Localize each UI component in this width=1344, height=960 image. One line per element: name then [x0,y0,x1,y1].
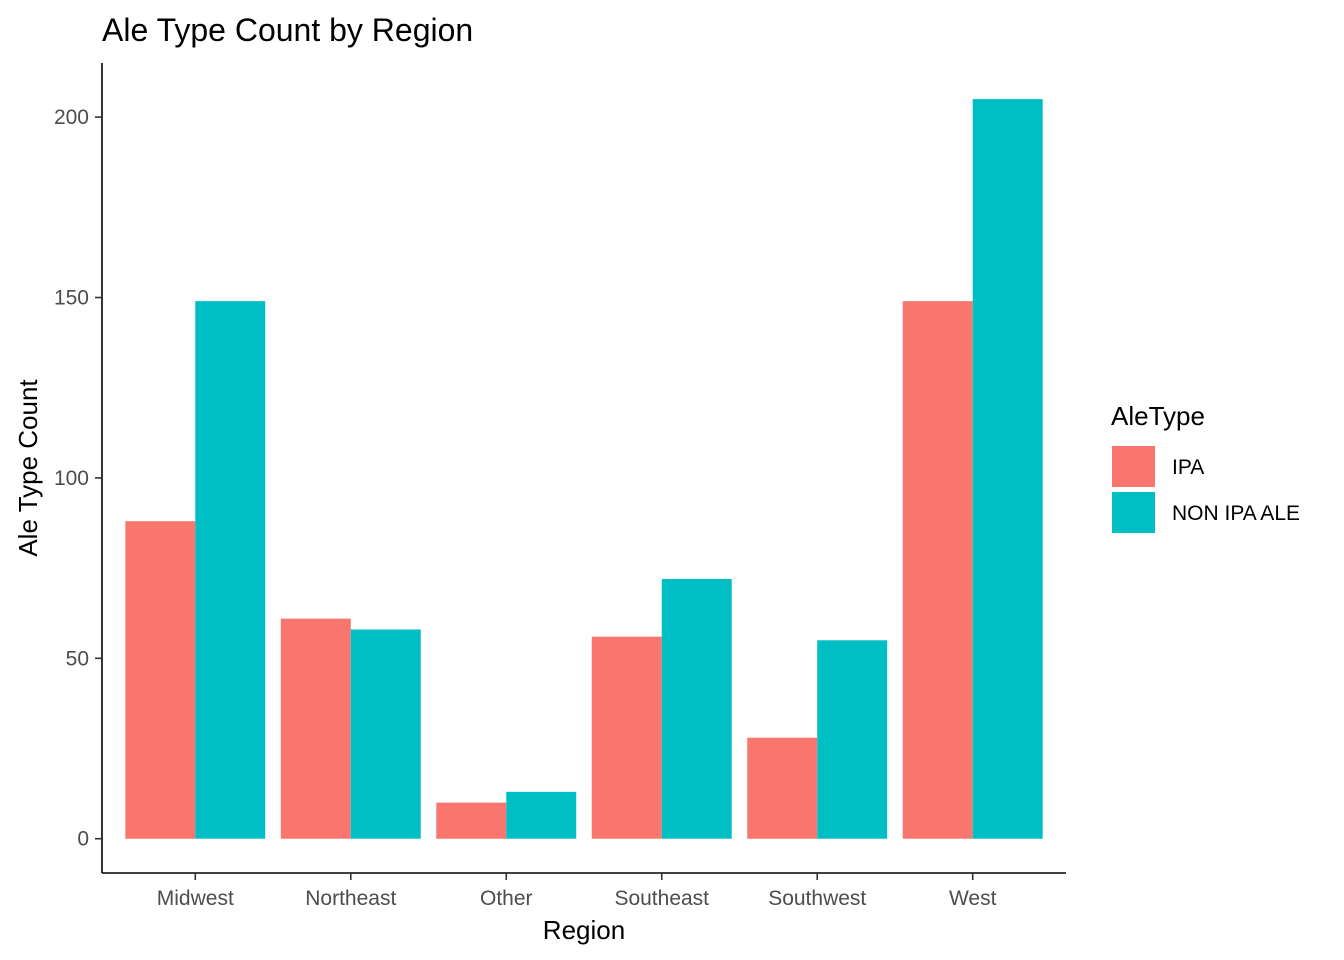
bar-northeast-ipa [280,618,351,839]
bar-midwest-ipa [125,521,196,839]
y-tick-label: 100 [54,467,89,490]
bar-other-non-ipa-ale [506,791,577,839]
y-axis-ticks: 0 50 100 150 200 [54,106,102,851]
legend-label-non-ipa-ale: NON IPA ALE [1172,502,1300,525]
y-axis-title: Ale Type Count [13,379,43,557]
x-tick-label-other: Other [480,887,533,910]
bar-west-ipa [902,301,973,839]
chart-title: Ale Type Count by Region [102,12,473,48]
x-axis-ticks: Midwest Northeast Other Southeast Southwest W… [157,873,997,910]
y-tick-label: 0 [77,828,89,851]
x-tick-label-northeast: Northeast [305,887,396,910]
x-tick-label-southwest: Southwest [768,887,866,910]
plot-area [125,99,1043,839]
bar-west-non-ipa-ale [972,99,1043,839]
legend-title: AleType [1111,401,1205,431]
bar-southeast-ipa [591,636,662,839]
y-tick-label: 50 [66,647,89,670]
bar-southwest-ipa [747,737,818,839]
bar-northeast-non-ipa-ale [350,629,421,839]
x-tick-label-midwest: Midwest [157,887,234,910]
bar-midwest-non-ipa-ale [195,301,266,839]
y-tick-label: 150 [54,287,89,310]
bar-southeast-non-ipa-ale [661,578,732,839]
x-axis-title: Region [543,915,625,945]
bar-other-ipa [436,802,507,839]
x-tick-label-west: West [949,887,997,910]
legend-label-ipa: IPA [1172,456,1204,479]
bar-southwest-non-ipa-ale [817,640,888,839]
legend: AleType IPA NON IPA ALE [1111,401,1300,533]
legend-key-ipa [1112,446,1155,487]
y-tick-label: 200 [54,106,89,129]
x-tick-label-southeast: Southeast [614,887,709,910]
legend-key-non-ipa-ale [1112,492,1155,533]
